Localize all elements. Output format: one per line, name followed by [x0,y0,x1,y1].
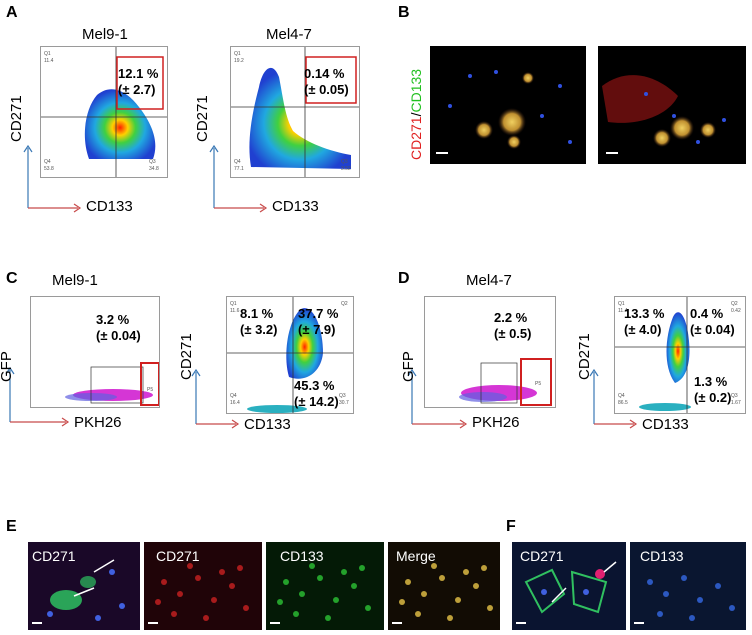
y-axis-label-d-left: GFP [400,351,417,382]
q4-label: Q4 [618,393,625,399]
microscopy-f-cd271: CD271 [512,542,626,630]
scatter-plot-c: P5 [30,296,160,408]
percent-d-gfp: 2.2 % [494,310,528,325]
q4-label: Q4 [230,393,237,399]
flow-plot-d-right: Q1 11.4 Q2 0.42 Q4 86.5 Q3 1.67 [614,296,746,414]
q1-value: 11.6 [230,308,240,314]
q3-value: 1.67 [731,400,741,406]
micro-label-e-2: CD271 [156,548,200,564]
micro-label-f-2: CD133 [640,548,684,564]
percent-c-gfp: 3.2 % [96,312,130,327]
q4-value: 53.8 [44,166,54,172]
panel-letter-b: B [398,4,410,21]
micro-label-e-1: CD271 [32,548,76,564]
microscopy-e-merge: Merge [388,542,500,630]
q3-value: 3.52 [341,166,351,172]
plot-title-mel4-7: Mel4-7 [266,26,312,43]
sd-c-gfp: (± 0.04) [96,328,141,343]
q1-value: 19.2 [234,58,244,64]
q1-value: 11.4 [44,58,54,64]
q1-label: Q1 [618,301,625,307]
q1-label: Q1 [234,51,241,57]
q1-label: Q1 [44,51,51,57]
percent-d-q2: 0.4 % [690,306,724,321]
q4-value: 86.5 [618,400,628,406]
micro-label-e-4: Merge [396,548,436,564]
y-axis-label-a1: CD271 [8,95,25,142]
y-axis-label-c-left: GFP [0,351,15,382]
x-axis-label-a1: CD133 [86,198,133,215]
stain-label-b: CD271/CD133 [408,69,424,160]
q2-label: Q2 [731,301,738,307]
q1-label: Q1 [230,301,237,307]
sd-c-q2: (± 7.9) [298,322,336,337]
panel-letter-a: A [6,4,18,21]
sd-d-q2: (± 0.04) [690,322,735,337]
q4-value: 16.4 [230,400,240,406]
plot-title-c: Mel9-1 [52,272,98,289]
plot-title-d: Mel4-7 [466,272,512,289]
sd-c-q3: (± 14.2) [294,394,339,409]
q3-label: Q3 [339,393,346,399]
percent-d-q3: 1.3 % [694,374,728,389]
y-axis-label-a2: CD271 [194,95,211,142]
panel-letter-c: C [6,270,18,287]
stain-separator: / [408,112,424,117]
sd-d-q3: (± 0.2) [694,390,732,405]
sd-a-mel4-7: (± 0.05) [304,82,349,97]
percent-a-mel4-7: 0.14 % [304,66,345,81]
micro-label-f-1: CD271 [520,548,564,564]
q3-label: Q3 [341,159,348,165]
sd-d-gfp: (± 0.5) [494,326,532,341]
flow-plot-c-right: Q1 11.6 Q2 Q4 16.4 Q3 30.7 [226,296,354,414]
density-plot [41,47,167,177]
flow-plot-a-mel4-7: Q1 19.2 Q4 77.1 Q3 3.52 [230,46,360,178]
percent-c-q2: 37.7 % [298,306,339,321]
q4-value: 77.1 [234,166,244,172]
microscopy-e-cd133: CD133 [266,542,384,630]
density-plot [231,47,359,177]
percent-d-q1: 13.3 % [624,306,665,321]
microscopy-b-left [430,46,586,164]
q3-value: 34.8 [149,166,159,172]
micro-label-e-3: CD133 [280,548,324,564]
y-axis-label-c-right: CD271 [178,333,195,380]
q4-label: Q4 [44,159,51,165]
x-axis-label-a2: CD133 [272,198,319,215]
y-axis-label-d-right: CD271 [576,333,593,380]
flow-plot-a-mel9-1: Q1 11.4 Q4 53.8 Q3 34.8 [40,46,168,178]
sd-a-mel9-1: (± 2.7) [118,82,156,97]
panel-letter-f: F [506,518,516,535]
x-axis-label-c-right: CD133 [244,416,291,433]
panel-letter-e: E [6,518,17,535]
q2-label: Q2 [341,301,348,307]
sd-c-q1: (± 3.2) [240,322,278,337]
q1-value: 11.4 [618,308,628,314]
gate-label: P5 [535,381,542,387]
sd-d-q1: (± 4.0) [624,322,662,337]
microscopy-e-cd271-overlay: CD271 [28,542,140,630]
plot-title-mel9-1: Mel9-1 [82,26,128,43]
panel-letter-d: D [398,270,410,287]
q3-label: Q3 [731,393,738,399]
percent-c-q1: 8.1 % [240,306,274,321]
microscopy-e-cd271: CD271 [144,542,262,630]
scatter-plot-d: P5 [424,296,556,408]
stain-cd271: CD271 [408,116,424,160]
microscopy-f-cd133: CD133 [630,542,746,630]
microscopy-b-right [598,46,746,164]
stain-cd133: CD133 [408,68,424,113]
percent-a-mel9-1: 12.1 % [118,66,159,81]
q4-label: Q4 [234,159,241,165]
percent-c-q3: 45.3 % [294,378,335,393]
x-axis-label-d-right: CD133 [642,416,689,433]
gate-label: P5 [147,387,154,393]
x-axis-label-c-left: PKH26 [74,414,122,431]
q2-value: 0.42 [731,308,741,314]
q3-value: 30.7 [339,400,349,406]
q3-label: Q3 [149,159,156,165]
x-axis-label-d-left: PKH26 [472,414,520,431]
